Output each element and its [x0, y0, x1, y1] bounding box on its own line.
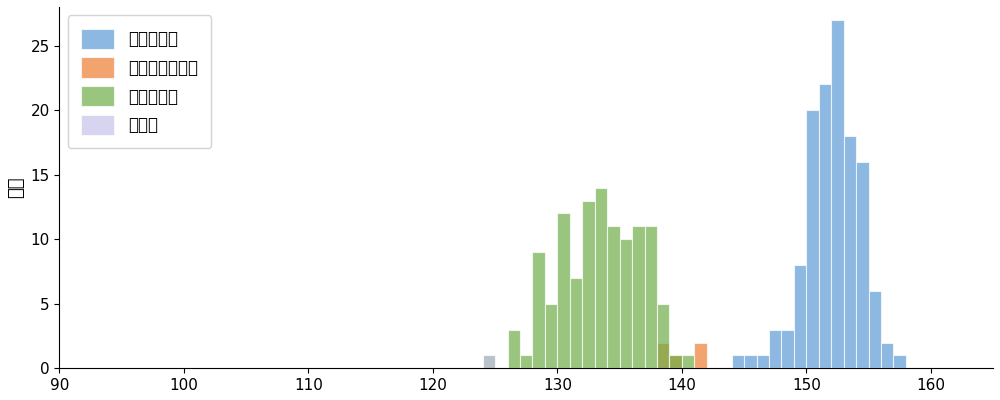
Bar	[694, 342, 707, 368]
Bar	[794, 265, 806, 368]
Bar	[682, 356, 694, 368]
Legend: ストレート, チェンジアップ, スライダー, カーブ: ストレート, チェンジアップ, スライダー, カーブ	[68, 15, 211, 148]
Bar	[483, 356, 495, 368]
Bar	[744, 356, 757, 368]
Y-axis label: 球数: 球数	[7, 177, 25, 198]
Bar	[669, 356, 682, 368]
Bar	[620, 239, 632, 368]
Bar	[806, 110, 819, 368]
Bar	[545, 304, 557, 368]
Bar	[831, 20, 844, 368]
Bar	[595, 188, 607, 368]
Bar	[508, 330, 520, 368]
Bar	[657, 304, 669, 368]
Bar	[483, 356, 495, 368]
Bar	[645, 226, 657, 368]
Bar	[844, 136, 856, 368]
Bar	[532, 252, 545, 368]
Bar	[657, 342, 669, 368]
Bar	[856, 162, 869, 368]
Bar	[781, 330, 794, 368]
Bar	[881, 342, 893, 368]
Bar	[732, 356, 744, 368]
Bar	[819, 84, 831, 368]
Bar	[893, 356, 906, 368]
Bar	[607, 226, 620, 368]
Bar	[570, 278, 582, 368]
Bar	[520, 356, 532, 368]
Bar	[669, 356, 682, 368]
Bar	[869, 291, 881, 368]
Bar	[557, 214, 570, 368]
Bar	[769, 330, 781, 368]
Bar	[757, 356, 769, 368]
Bar	[632, 226, 645, 368]
Bar	[582, 200, 595, 368]
